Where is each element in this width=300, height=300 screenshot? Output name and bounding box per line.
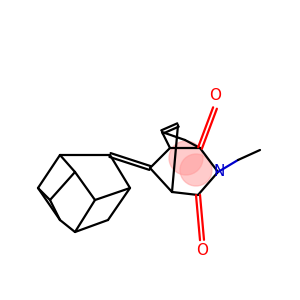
Text: N: N bbox=[213, 164, 225, 179]
Text: O: O bbox=[209, 88, 221, 103]
Circle shape bbox=[169, 141, 203, 175]
Text: O: O bbox=[196, 243, 208, 258]
Circle shape bbox=[180, 154, 212, 186]
